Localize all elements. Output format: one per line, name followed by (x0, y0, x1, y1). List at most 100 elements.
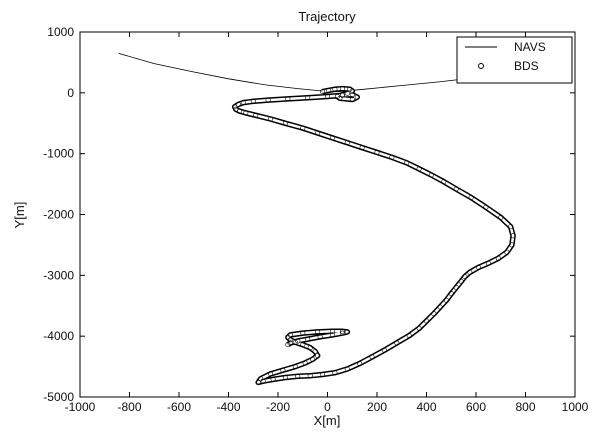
bds-point (250, 98, 256, 104)
bds-point (240, 100, 246, 106)
bds-point (389, 154, 395, 160)
bds-point (300, 125, 306, 131)
bds-point (287, 340, 293, 346)
y-tick-label: -5000 (43, 390, 74, 404)
bds-point (282, 374, 288, 380)
bds-point (329, 332, 335, 338)
bds-point (235, 101, 241, 107)
bds-point (243, 110, 249, 116)
bds-point (334, 94, 340, 100)
bds-point (326, 87, 332, 93)
chart-title: Trajectory (298, 9, 356, 24)
legend-label: NAVS (514, 40, 546, 54)
bds-point (441, 179, 447, 185)
bds-point (315, 329, 321, 335)
bds-point (485, 260, 491, 266)
bds-point (349, 92, 355, 98)
bds-point (344, 140, 350, 146)
bds-point (495, 255, 501, 261)
bds-point (305, 95, 311, 101)
bds-point (332, 370, 338, 376)
x-tick-label: 200 (367, 400, 387, 414)
y-tick-label: 1000 (47, 25, 74, 39)
bds-point (324, 94, 330, 100)
x-tick-label: 0 (324, 400, 331, 414)
bds-point (510, 233, 516, 239)
bds-point (359, 145, 365, 151)
bds-point (307, 373, 313, 379)
bds-point (292, 364, 298, 370)
series-bds-trail-inner (233, 87, 515, 384)
bds-point (394, 340, 400, 346)
bds-point (462, 274, 468, 280)
y-tick-label: -2000 (43, 208, 74, 222)
bds-point (475, 264, 481, 270)
bds-point (232, 104, 238, 110)
bds-point (258, 376, 264, 382)
x-axis-title: X[m] (314, 413, 341, 428)
bds-point (307, 345, 313, 351)
bds-point (285, 96, 291, 102)
bds-point (483, 204, 489, 210)
bds-point (302, 360, 308, 366)
legend-label: BDS (514, 59, 539, 73)
bds-point (349, 88, 355, 94)
bds-point (423, 318, 429, 324)
bds-point (300, 342, 306, 348)
bds-point (292, 339, 298, 345)
bds-point (253, 112, 259, 118)
bds-point (443, 297, 449, 303)
x-tick-label: -600 (167, 400, 191, 414)
bds-point (305, 336, 311, 342)
bds-point (374, 149, 380, 155)
y-tick-label: -4000 (43, 329, 74, 343)
bds-point (339, 86, 345, 92)
bds-point (329, 135, 335, 141)
bds-point (428, 172, 434, 178)
x-axis: -1000 -800 -600 -400 -200 0 200 400 600 800 1000 (65, 32, 589, 414)
bds-point (265, 97, 271, 103)
bds-point (310, 356, 316, 362)
bds-point (467, 269, 473, 275)
bds-point (268, 371, 274, 377)
bds-point (332, 86, 338, 92)
bds-point (508, 224, 514, 230)
bds-point (431, 311, 437, 317)
bds-point (416, 325, 422, 331)
bds-point (468, 195, 474, 201)
bds-point (287, 332, 293, 338)
bds-point (509, 242, 515, 248)
bds-point (344, 329, 350, 335)
bds-point (282, 120, 288, 126)
bds-point (344, 366, 350, 372)
x-tick-label: -1000 (65, 400, 96, 414)
series-layer (118, 52, 526, 386)
bds-point (280, 367, 286, 373)
bds-point (448, 291, 454, 297)
y-tick-label: 0 (67, 86, 74, 100)
bds-point (285, 334, 291, 340)
legend: NAVS BDS (456, 36, 573, 84)
bds-point (347, 86, 353, 92)
bds-point (268, 116, 274, 122)
x-tick-label: 800 (515, 400, 535, 414)
bds-point (329, 328, 335, 334)
bds-point (458, 278, 464, 284)
bds-point (339, 328, 345, 334)
bds-point (354, 94, 360, 100)
bds-point (319, 89, 325, 95)
bds-point (295, 373, 301, 379)
bds-point (437, 304, 443, 310)
bds-point (369, 354, 375, 360)
x-tick-label: 1000 (562, 400, 589, 414)
bds-point (300, 330, 306, 336)
bds-point (416, 166, 422, 172)
y-axis: 1000 0 -1000 -2000 -3000 -4000 -5000 (43, 25, 575, 404)
x-tick-label: -800 (117, 400, 141, 414)
plot-area (79, 31, 576, 398)
bds-point (255, 379, 261, 385)
bds-point (357, 360, 363, 366)
bds-point (295, 338, 301, 344)
bds-point (312, 348, 318, 354)
